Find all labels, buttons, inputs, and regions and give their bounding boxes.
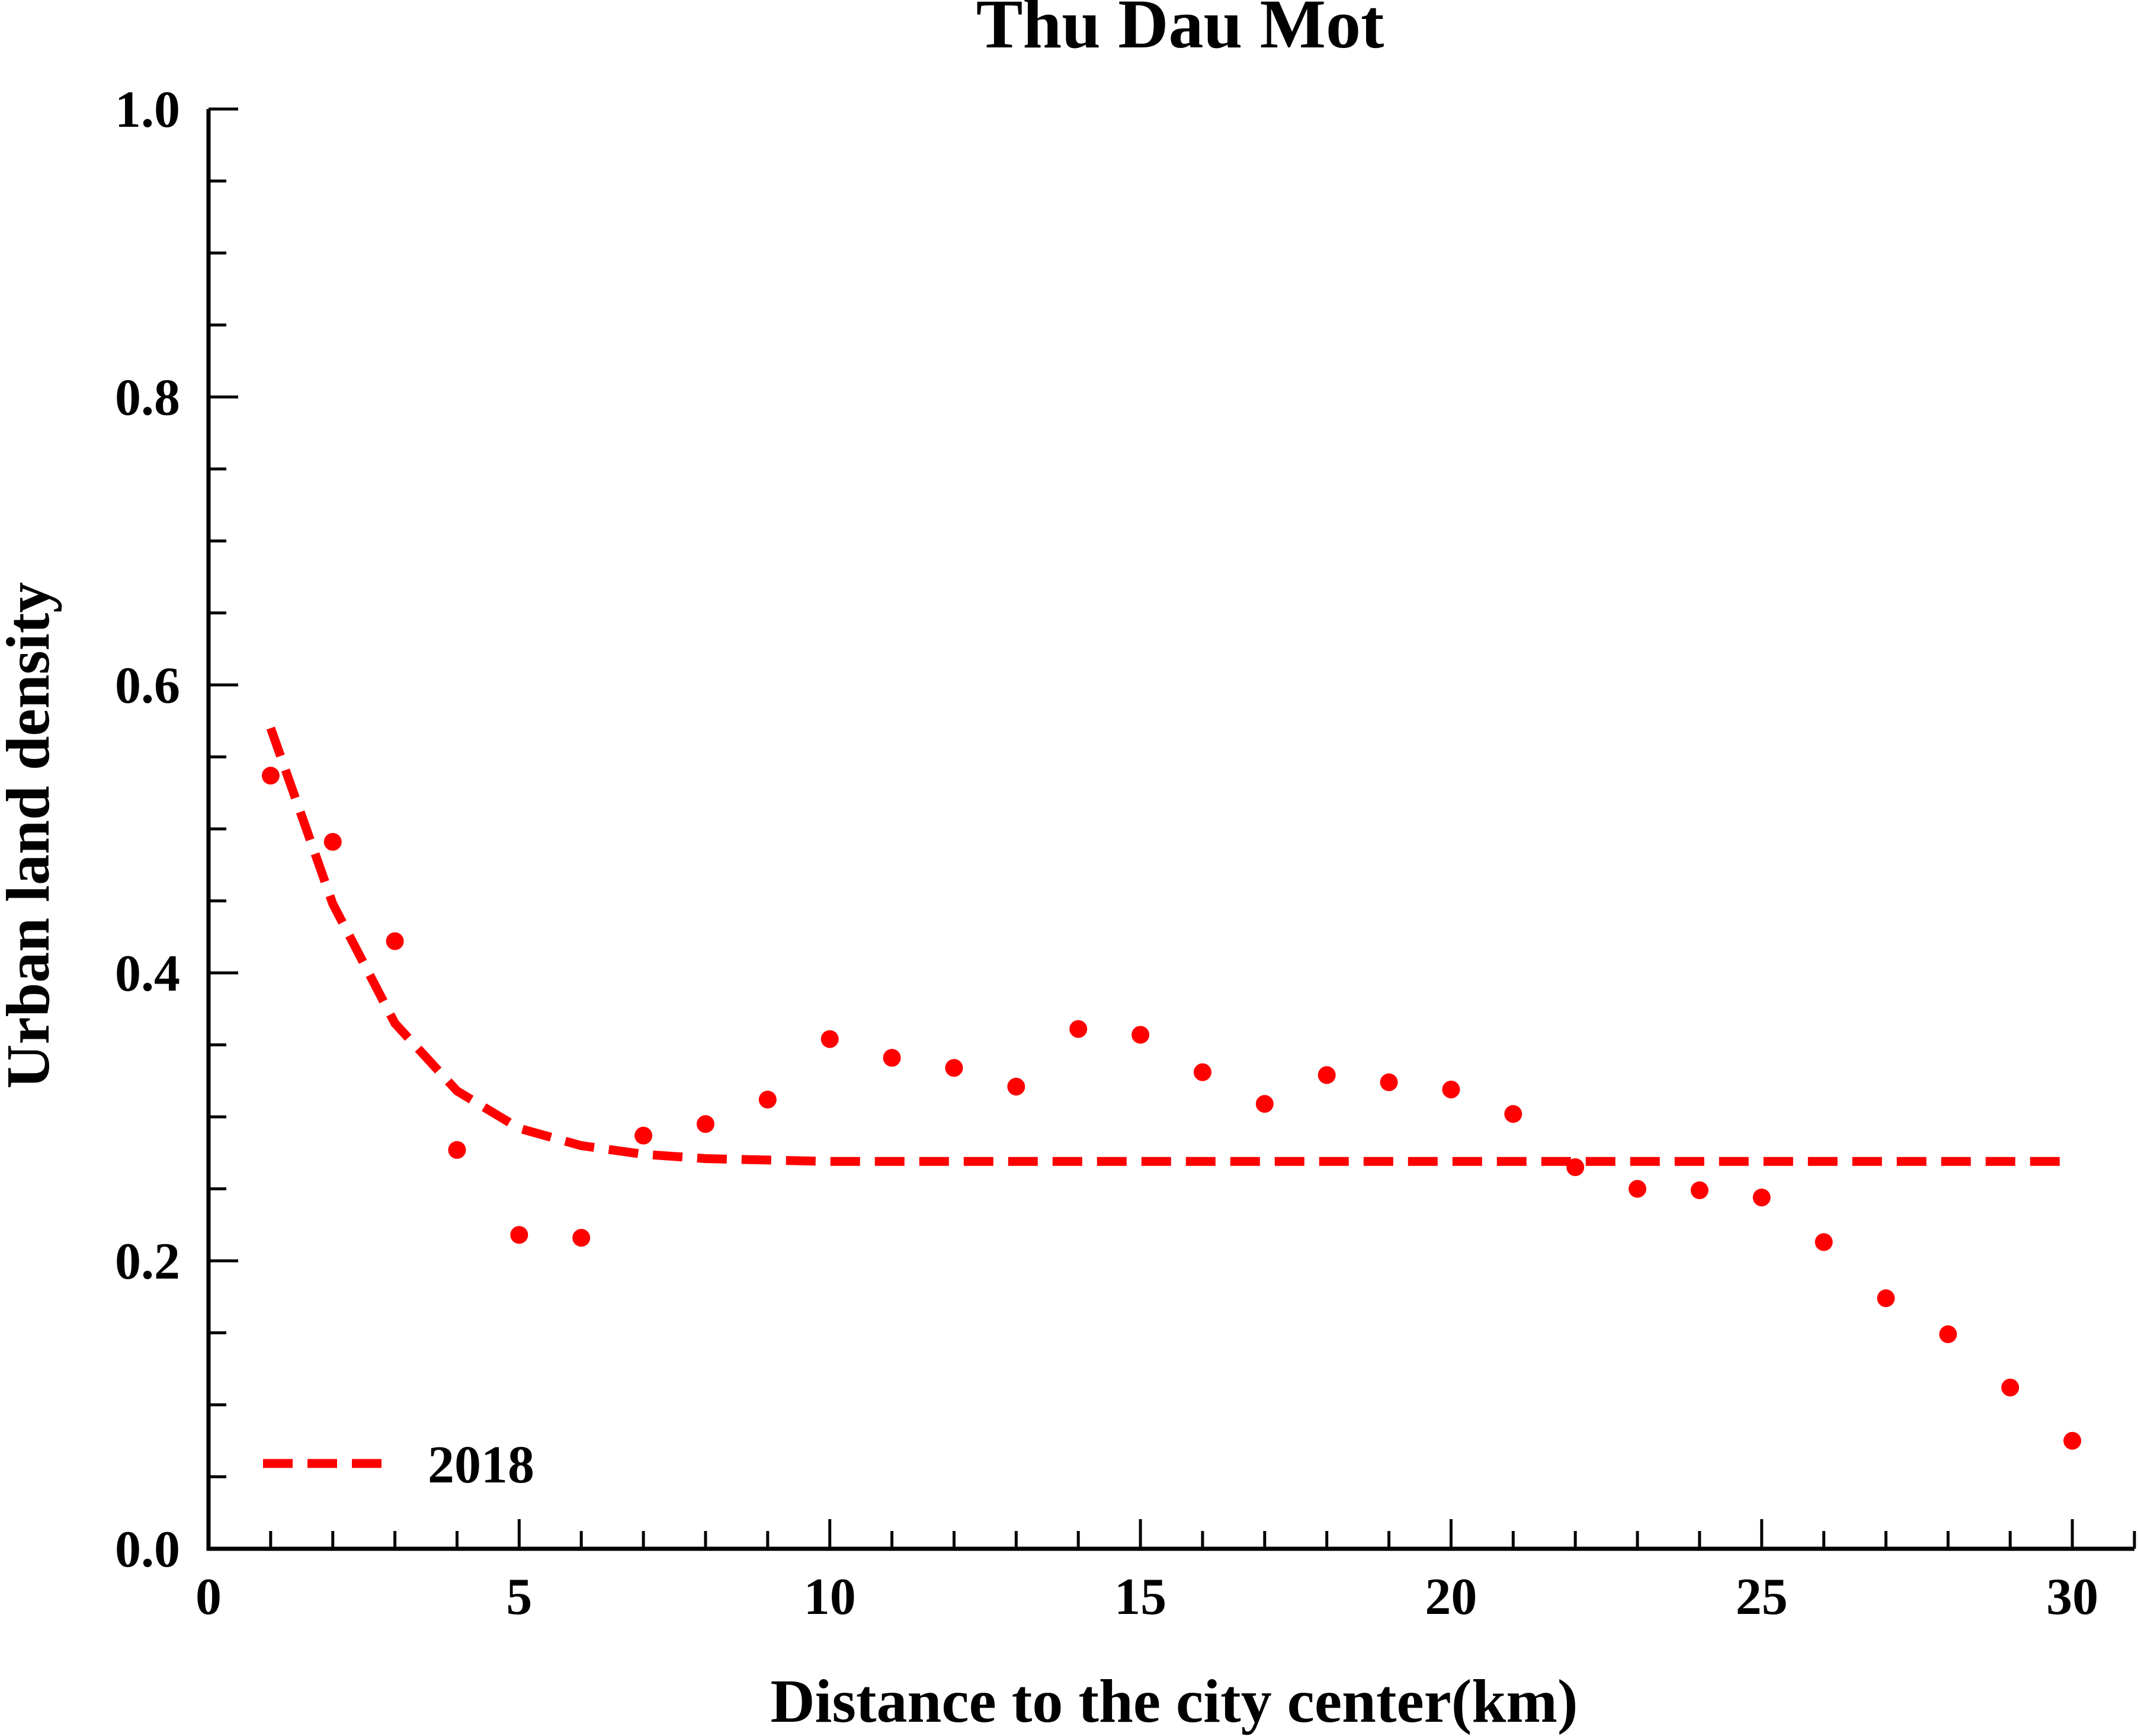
data-point [386, 932, 404, 950]
y-axis-label: Urban land density [0, 582, 62, 1088]
data-point [1752, 1189, 1771, 1207]
data-point [323, 832, 342, 851]
data-point [1815, 1233, 1833, 1251]
plot-area [261, 726, 2082, 1450]
x-tick-label: 5 [506, 1568, 532, 1626]
x-tick-label: 0 [195, 1568, 222, 1626]
data-point [758, 1090, 777, 1109]
data-point [1566, 1158, 1585, 1177]
data-point [1939, 1325, 1957, 1343]
y-tick-label: 0.4 [115, 945, 180, 1002]
data-point [1131, 1026, 1150, 1044]
data-point [1504, 1105, 1522, 1123]
data-point [1442, 1080, 1460, 1098]
y-tick-label: 0.8 [115, 369, 180, 427]
data-point [1007, 1077, 1025, 1096]
data-point [1069, 1020, 1088, 1038]
x-tick-label: 20 [1425, 1568, 1477, 1626]
data-point [448, 1141, 466, 1159]
y-tick-label: 1.0 [115, 81, 180, 139]
data-point [1193, 1063, 1211, 1081]
chart-title: Thu Dau Mot [976, 0, 1384, 63]
data-point [261, 767, 280, 785]
data-point [1380, 1073, 1398, 1091]
legend: 2018 [263, 1436, 534, 1494]
data-point [510, 1226, 528, 1244]
data-point [1690, 1181, 1709, 1199]
data-point [2001, 1378, 2020, 1397]
data-point [572, 1229, 591, 1247]
axes: 0 5 10 15 20 25 30 0.0 0.2 0.4 0.6 0.8 1.0 [115, 81, 2136, 1626]
data-point [1629, 1180, 1647, 1198]
x-axis-label: Distance to the city center(km) [770, 1667, 1578, 1735]
legend-label-2018: 2018 [428, 1436, 534, 1494]
x-tick-label: 25 [1736, 1568, 1788, 1626]
data-point [820, 1030, 839, 1048]
y-tick-label: 0.0 [115, 1521, 180, 1578]
data-point [2063, 1431, 2082, 1450]
data-point [696, 1115, 714, 1133]
x-tick-label: 30 [2046, 1568, 2098, 1626]
data-point [1318, 1066, 1336, 1084]
data-point [883, 1049, 901, 1067]
y-tick-label: 0.2 [115, 1233, 180, 1290]
y-tick-label: 0.6 [115, 657, 180, 715]
data-point [1255, 1095, 1274, 1113]
fit-line-2018 [266, 726, 2073, 1166]
data-point [1877, 1289, 1895, 1308]
data-point [634, 1126, 653, 1145]
x-tick-label: 10 [804, 1568, 856, 1626]
data-point [945, 1059, 963, 1077]
x-tick-label: 15 [1114, 1568, 1166, 1626]
